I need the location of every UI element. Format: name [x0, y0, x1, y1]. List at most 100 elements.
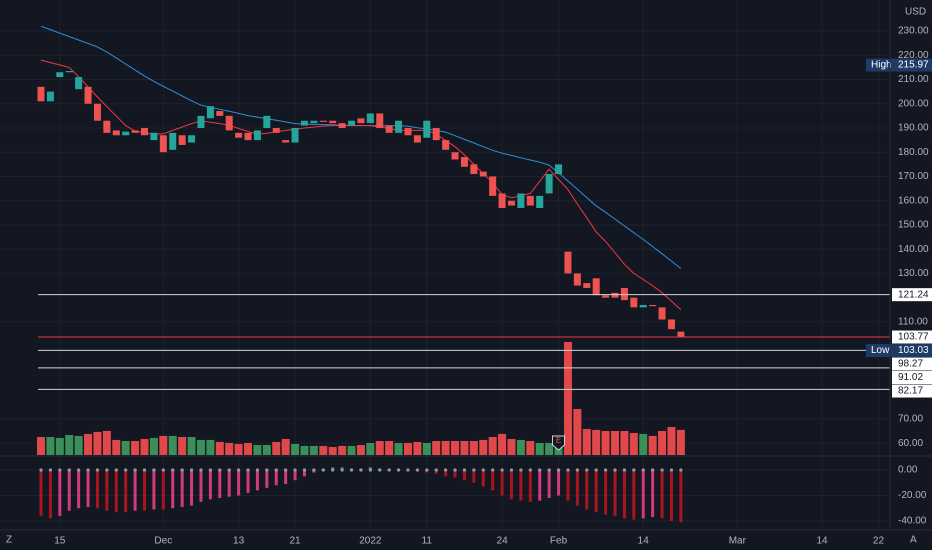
- auto-scale-button[interactable]: A: [910, 535, 917, 546]
- indicator-bar: [472, 469, 476, 483]
- candle-body: [442, 140, 450, 150]
- y-tick-label: 160.00: [898, 195, 929, 206]
- indicator-dot: [161, 468, 165, 472]
- candle-body: [56, 72, 64, 78]
- indicator-bar: [199, 469, 203, 502]
- indicator-bar: [594, 469, 598, 513]
- candle-body: [216, 111, 224, 116]
- volume-bar: [206, 439, 215, 455]
- volume-bar: [620, 430, 629, 455]
- x-tick-label: 14: [638, 536, 650, 547]
- candle-body: [150, 132, 158, 141]
- candle-body: [451, 152, 459, 160]
- candle-body: [526, 195, 534, 206]
- candle-body: [376, 113, 384, 128]
- volume-bar: [272, 441, 281, 455]
- volume-bar: [582, 428, 591, 455]
- indicator-dot: [368, 468, 372, 472]
- candle-body: [188, 135, 196, 143]
- earnings-marker: [552, 435, 566, 451]
- candle-body: [206, 106, 214, 119]
- volume-bar: [422, 442, 431, 455]
- x-tick-label: 21: [290, 536, 302, 547]
- indicator-dot: [321, 468, 325, 472]
- price-label-box: [866, 58, 932, 72]
- volume-bar: [37, 436, 45, 455]
- indicator-dot: [453, 468, 457, 472]
- indicator-bar: [124, 469, 128, 513]
- indicator-dot: [340, 468, 344, 472]
- price-label-box: [892, 371, 932, 385]
- indicator-dot: [349, 468, 354, 472]
- indicator-dot: [142, 468, 147, 472]
- indicator-bar: [566, 469, 570, 501]
- indicator-bar: [575, 469, 579, 506]
- indicator-bar: [190, 469, 194, 506]
- volume-bar: [498, 433, 507, 455]
- candle-body: [592, 278, 600, 296]
- volume-bar: [611, 430, 620, 455]
- volume-bar: [215, 441, 224, 455]
- indicator-dot: [556, 468, 561, 472]
- volume-bar: [112, 439, 121, 455]
- volume-bar: [84, 433, 93, 455]
- volume-bar: [573, 408, 582, 455]
- zoom-button[interactable]: Z: [6, 535, 12, 546]
- indicator-bar: [519, 469, 523, 501]
- x-tick-label: Feb: [550, 536, 568, 547]
- price-label-name: Low: [871, 345, 890, 356]
- volume-bar: [432, 440, 441, 455]
- currency: USD: [905, 7, 926, 18]
- indicator-bar: [218, 469, 222, 499]
- candle-body: [197, 115, 205, 128]
- indicator-dot: [95, 468, 100, 472]
- volume-bar: [356, 444, 365, 455]
- candle-body: [244, 132, 252, 141]
- volume-bar: [338, 445, 347, 455]
- indicator-dot: [622, 468, 627, 472]
- candle-body: [620, 287, 628, 301]
- price-label-box: [892, 288, 932, 302]
- candle-body: [122, 131, 130, 136]
- volume-bar: [526, 440, 535, 455]
- indicator-bar: [528, 469, 532, 502]
- candle-body: [348, 120, 356, 126]
- candle-body: [395, 120, 403, 133]
- indicator-bar: [302, 469, 306, 477]
- indicator-dot: [246, 468, 250, 472]
- price-label-value: 103.77: [898, 332, 929, 343]
- candle-body: [404, 127, 412, 136]
- indicator-dot: [481, 468, 485, 472]
- y-tick-label: 210.00: [898, 74, 929, 85]
- indicator-bar: [679, 469, 683, 523]
- volume-bar: [121, 440, 130, 455]
- indicator-bar: [651, 469, 655, 518]
- indicator-bar: [105, 469, 109, 511]
- candle-body: [555, 164, 563, 175]
- volume-bar: [244, 442, 253, 455]
- indicator-bar: [481, 469, 485, 487]
- candle-body: [611, 292, 619, 298]
- volume-bar: [159, 435, 168, 455]
- candle-body: [112, 130, 120, 136]
- volume-bar: [460, 440, 469, 455]
- candle-body: [667, 319, 675, 330]
- candle-body: [498, 193, 506, 208]
- indicator-bar: [237, 469, 241, 496]
- indicator-dot: [124, 468, 128, 472]
- y-tick-label: 230.00: [898, 26, 929, 37]
- indicator-dot: [48, 468, 53, 472]
- volume-bar: [74, 435, 83, 455]
- indicator-dot: [302, 468, 307, 472]
- indicator-dot: [669, 468, 674, 472]
- candle-body: [658, 307, 666, 320]
- indicator-bar: [246, 469, 250, 493]
- indicator-bar: [265, 469, 269, 488]
- price-label-value: 103.03: [898, 345, 929, 356]
- indicator-dot: [415, 468, 419, 472]
- volume-bar: [178, 436, 187, 455]
- y-tick-label: 70.00: [898, 414, 923, 425]
- candle-body: [413, 135, 421, 143]
- indicator-bar: [604, 469, 608, 515]
